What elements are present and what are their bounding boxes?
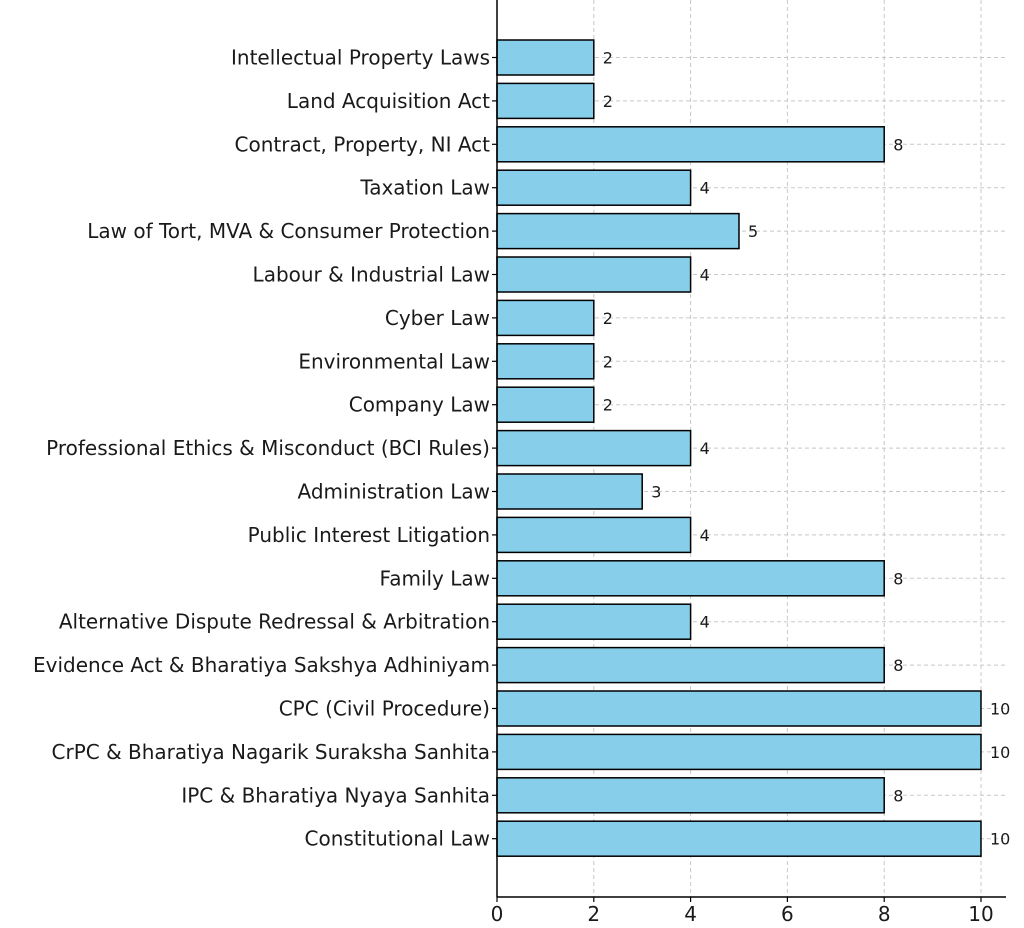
- category-label: Land Acquisition Act: [287, 89, 490, 113]
- data-label: 8: [893, 786, 903, 805]
- x-tick-label: 10: [968, 902, 993, 926]
- bar: [496, 733, 982, 771]
- category-label: Professional Ethics & Misconduct (BCI Ru…: [46, 436, 490, 460]
- data-label: 2: [603, 352, 613, 371]
- category-label: Environmental Law: [298, 349, 490, 373]
- x-tick-label: 6: [781, 902, 794, 926]
- category-label: CPC (Civil Procedure): [279, 697, 490, 721]
- bar: [496, 646, 885, 684]
- bar: [496, 603, 692, 640]
- data-label: 3: [651, 483, 661, 502]
- category-label: Administration Law: [298, 480, 490, 504]
- bar: [496, 820, 982, 857]
- bar: [496, 343, 595, 380]
- data-label: 2: [603, 92, 613, 111]
- category-label: Law of Tort, MVA & Consumer Protection: [87, 219, 490, 243]
- bar: [496, 560, 885, 597]
- bar: [496, 299, 595, 337]
- bar: [496, 386, 595, 423]
- bars: [496, 39, 982, 857]
- x-tick-label: 8: [878, 902, 891, 926]
- bar: [496, 39, 595, 76]
- category-label: Intellectual Property Laws: [231, 46, 490, 70]
- data-label: 4: [700, 526, 710, 545]
- bar: [496, 777, 885, 814]
- data-label: 8: [893, 135, 903, 154]
- category-label: CrPC & Bharatiya Nagarik Suraksha Sanhit…: [52, 740, 491, 764]
- data-label: 10: [990, 743, 1010, 762]
- bar: [496, 126, 885, 163]
- category-label: Labour & Industrial Law: [253, 263, 490, 287]
- data-label: 4: [700, 613, 710, 632]
- bar: [496, 169, 692, 206]
- bar: [496, 473, 643, 510]
- bar: [496, 256, 692, 293]
- data-label: 10: [990, 700, 1010, 719]
- bar: [496, 690, 982, 727]
- category-label: Taxation Law: [359, 176, 490, 200]
- bar: [496, 429, 692, 467]
- data-label: 10: [990, 830, 1010, 849]
- bar: [496, 82, 595, 120]
- category-label: Family Law: [380, 566, 490, 590]
- data-label: 4: [700, 179, 710, 198]
- data-label: 2: [603, 49, 613, 68]
- category-label: IPC & Bharatiya Nyaya Sanhita: [181, 783, 490, 807]
- bar: [496, 516, 692, 554]
- data-label: 2: [603, 396, 613, 415]
- category-label: Constitutional Law: [305, 827, 490, 851]
- data-label: 4: [700, 439, 710, 458]
- labels: Constitutional Law 10 IPC & Bharatiya Nyay…: [33, 46, 1010, 927]
- x-tick-label: 0: [491, 902, 504, 926]
- data-label: 8: [893, 569, 903, 588]
- data-label: 5: [748, 222, 758, 241]
- data-label: 2: [603, 309, 613, 328]
- category-label: Cyber Law: [385, 306, 490, 330]
- x-tick-label: 2: [587, 902, 600, 926]
- bar: [496, 212, 740, 250]
- x-tick-label: 4: [684, 902, 697, 926]
- category-label: Contract, Property, NI Act: [235, 132, 491, 156]
- category-label: Company Law: [349, 393, 490, 417]
- category-label: Alternative Dispute Redressal & Arbitrat…: [59, 610, 490, 634]
- category-label: Public Interest Litigation: [248, 523, 490, 547]
- axes: [492, 0, 1006, 902]
- data-label: 8: [893, 656, 903, 675]
- category-label: Evidence Act & Bharatiya Sakshya Adhiniy…: [33, 653, 490, 677]
- data-label: 4: [700, 266, 710, 285]
